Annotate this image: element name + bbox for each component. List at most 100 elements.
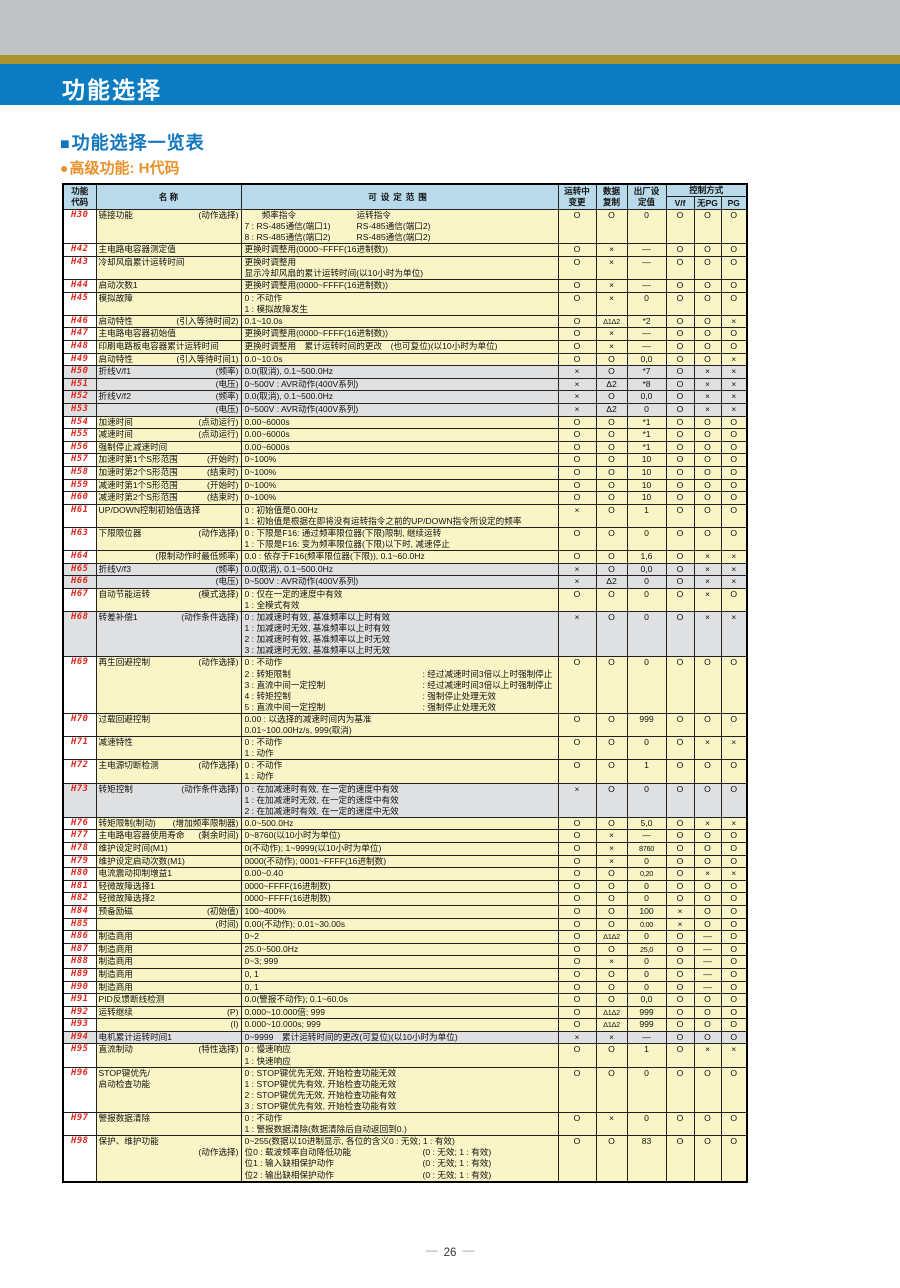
cell-runtime-change: O [557,352,597,367]
setting-range: 0~100% [240,465,559,480]
function-code: H55 [62,428,97,442]
row-H76: H76 转矩限制(制动) (增加频率限制器) 0.0~500.0Hz O O 5,0 O × × [62,816,748,831]
cell-ctrl-vf: O [665,955,695,969]
function-code: H57 [62,453,97,467]
cell-factory-default: 0 [626,611,667,658]
cell-ctrl-no-pg: × [693,587,722,613]
cell-ctrl-vf: O [665,841,695,856]
row-H86: H86 制造商用 0~2 O Δ1Δ2 0 O — O [62,930,748,944]
function-code: H80 [62,867,97,881]
cell-data-copy: O [595,415,628,430]
cell-ctrl-no-pg: O [693,279,722,293]
cell-ctrl-no-pg: O [693,491,722,505]
cell-runtime-change: O [557,980,597,995]
setting-range: 0 : 加减速时有效, 基准频率以上时有效 1 : 加减速时无效, 基准频率以上时… [240,611,559,658]
cell-ctrl-pg: O [720,340,748,354]
function-code: H47 [62,327,97,342]
cell-ctrl-vf: O [665,503,695,528]
cell-data-copy: O [595,365,628,379]
row-H80: H80 电流震动抑制增益1 0.00~0.40 O O 0,20 O × × [62,867,748,881]
cell-data-copy: O [595,967,628,982]
function-name: 强制停止减速时间 [95,440,242,455]
function-name: 加速时第2个S形范围 (结束时) [95,465,242,480]
section-title-text: 功能选择一览表 [71,133,205,153]
setting-range: 0~2 [240,930,559,944]
footer-dash-left: — [425,1243,438,1257]
cell-runtime-change: × [557,390,597,404]
cell-runtime-change: O [557,736,597,761]
cell-factory-default: 10 [626,478,667,493]
row-H98: H98 保护、维护功能 (动作选择) 0~255(数据以10进制显示, 各位的含义0 … [62,1135,748,1183]
function-code: H79 [62,854,97,869]
cell-factory-default: 999 [626,712,667,738]
cell-ctrl-pg: O [720,967,748,982]
function-name: 轻微故障选择2 [95,892,242,906]
function-code: H76 [62,816,97,831]
cell-ctrl-pg: O [720,1066,748,1114]
cell-runtime-change: O [557,291,597,316]
cell-data-copy: × [595,243,628,257]
cell-factory-default: 8760 [626,841,667,856]
function-code: H48 [62,340,97,354]
cell-factory-default: 0 [626,955,667,969]
cell-runtime-change: O [557,526,597,552]
cell-ctrl-vf: × [665,904,695,919]
cell-factory-default: *1 [626,428,667,442]
cell-ctrl-pg: O [720,428,748,442]
setting-range: 频率指令 运转指令 7 : RS-485通信(端口1) RS-485通信(端口2) 8 … [240,208,559,245]
cell-ctrl-pg: × [720,611,748,658]
cell-ctrl-pg: O [720,1018,748,1032]
function-code: H30 [62,208,97,245]
row-H84: H84 预备励磁 (初始值) 100~400% O O 100 × O O [62,904,748,919]
row-H61: H61 UP/DOWN控制初始值选择 0 : 初始值是0.00Hz 1 : 初始值是根… [62,503,748,528]
setting-range: 0.000~10.000倍; 999 [240,1005,559,1020]
cell-ctrl-vf: O [665,478,695,493]
setting-range: 100~400% [240,904,559,919]
row-H45: H45 模拟故障 0 : 不动作 1 : 模拟故障发生 O × 0 O O O [62,291,748,316]
function-name: 启动次数1 [95,279,242,293]
function-name: 维护设定时间(M1) [95,841,242,856]
setting-range: 0, 1 [240,967,559,982]
setting-range: 0(不动作); 1~9999(以10小时为单位) [240,841,559,856]
cell-ctrl-vf: O [665,428,695,442]
cell-factory-default: *1 [626,440,667,455]
cell-factory-default: 0 [626,587,667,613]
subsection-title-text: 高级功能: H代码 [69,160,180,177]
cell-data-copy: O [595,867,628,881]
cell-ctrl-no-pg: — [693,930,722,944]
cell-runtime-change: O [557,314,597,329]
function-code: H46 [62,314,97,329]
cell-ctrl-vf: O [665,942,695,957]
cell-ctrl-no-pg: O [693,1030,722,1045]
cell-runtime-change: O [557,712,597,738]
cell-ctrl-no-pg: O [693,291,722,316]
setting-range: 更换时调整用 累计运转时间的更改 (也可复位)(以10小时为单位) [240,340,559,354]
row-H73: H73 转矩控制 (动作条件选择) 0 : 在加减速时有效, 在一定的速度中有效 1 :… [62,782,748,818]
cell-data-copy: × [595,854,628,869]
gold-divider-bar [0,55,900,64]
function-name: 冷却风扇累计运转时间 [95,255,242,281]
function-name: 主电源切断检测 (动作选择) [95,759,242,784]
cell-ctrl-pg: O [720,526,748,552]
cell-factory-default: 0 [626,656,667,714]
setting-range: 0.00~6000s [240,415,559,430]
cell-factory-default: 0,0 [626,993,667,1007]
function-code: H86 [62,930,97,944]
cell-data-copy: O [595,440,628,455]
cell-factory-default: — [626,1030,667,1045]
cell-ctrl-no-pg: O [693,415,722,430]
function-name: 减速时间 (点动运行) [95,428,242,442]
cell-ctrl-vf: O [665,1018,695,1032]
cell-data-copy: × [595,829,628,843]
cell-factory-default: *7 [626,365,667,379]
cell-ctrl-pg: O [720,453,748,467]
setting-range: 0~255(数据以10进制显示, 各位的含义0 : 无效; 1 : 有效) 位0 … [240,1135,559,1183]
cell-data-copy: O [595,390,628,404]
row-H68: H68 转差补偿1 (动作条件选择) 0 : 加减速时有效, 基准频率以上时有效 1 :… [62,611,748,658]
function-name: 折线V/f2 (频率) [95,390,242,404]
cell-runtime-change: O [557,1043,597,1068]
cell-ctrl-vf: O [665,892,695,906]
cell-ctrl-no-pg: O [693,904,722,919]
row-H91: H91 PID反馈断线检测 0.0(警报不动作); 0.1~60.0s O O 0,0 O O… [62,993,748,1007]
cell-data-copy: O [595,892,628,906]
